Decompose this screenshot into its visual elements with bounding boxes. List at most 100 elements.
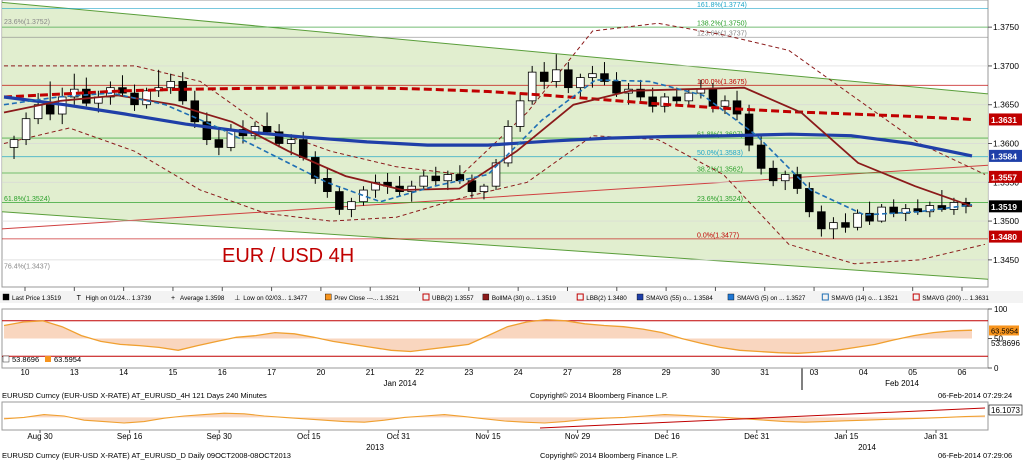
oscillator-tag: 53.8696	[991, 339, 1020, 348]
candle-body	[564, 69, 573, 89]
daily-year-label: 2013	[366, 443, 384, 452]
time-tick-label: 10	[21, 368, 30, 377]
time-tick-label: 24	[514, 368, 523, 377]
candle-body	[636, 88, 645, 98]
legend-swatch	[325, 293, 332, 301]
candle-body	[45, 104, 55, 115]
candle-body	[359, 189, 368, 203]
daily-tag-box	[988, 404, 1023, 416]
candle-body	[853, 212, 862, 228]
candle-body	[925, 205, 935, 213]
legend-swatch	[727, 293, 735, 301]
daily-trend-line	[539, 407, 986, 429]
time-tick-label: 05	[908, 368, 917, 377]
candle-body	[479, 185, 489, 192]
daily-frame	[1, 401, 989, 431]
footer-top-right: 06-Feb-2014 07:29:24	[938, 391, 1012, 400]
candle-body	[214, 139, 224, 148]
time-tick-label: 17	[267, 368, 276, 377]
price-tag-box	[989, 113, 1022, 126]
time-tick-label: 22	[415, 368, 424, 377]
price-tag-label: 1.3584	[991, 151, 1017, 161]
fib-label: 23.6%(1.3524)	[697, 196, 743, 203]
price-tick-label: 1.3700	[993, 61, 1019, 71]
daily-fill	[4, 413, 985, 423]
candle-body	[21, 118, 31, 141]
legend-text: SMAVG (5) on ... 1.3527	[737, 295, 806, 302]
oscillator-legend-swatch	[45, 356, 51, 362]
rising-trend-line	[1, 164, 989, 230]
candle-body	[419, 175, 428, 187]
sma-14-line	[3, 79, 973, 216]
footer-bottom-center: Copyright© 2014 Bloomberg Finance L.P.	[540, 451, 678, 460]
price-tag-label: 1.3480	[991, 232, 1017, 242]
candle-body	[202, 121, 212, 141]
candle-body	[588, 73, 597, 78]
candle-body	[889, 206, 898, 214]
oscillator-tag-box	[989, 325, 1019, 336]
candle-body	[780, 174, 790, 182]
fib-label: 161.8%(1.3774)	[697, 2, 747, 9]
fib-label-left: 23.6%(1.3752)	[4, 19, 50, 26]
oscillator-legend-text: 63.5954	[54, 355, 81, 364]
fib-label: 38.2%(1.3562)	[697, 166, 743, 173]
legend-item: Last Price 1.3519	[2, 293, 62, 302]
price-tag-box	[989, 230, 1022, 243]
trend-channel	[2, 2, 988, 280]
candle-body	[612, 81, 621, 94]
candle-body	[732, 100, 742, 115]
oscillator-tag: 63.5954	[991, 326, 1018, 335]
sma-55-line	[3, 95, 973, 158]
candle-body	[323, 178, 332, 192]
candle-body	[829, 222, 838, 230]
price-tick-label: 1.3750	[993, 22, 1019, 32]
legend-item: T High on 01/24... 1.3739	[77, 295, 152, 302]
legend-text: SMAVG (55) o... 1.3584	[646, 295, 713, 302]
candle-body	[431, 175, 441, 182]
daily-tag: 16.1073	[991, 406, 1020, 415]
daily-panel: 16.1073 Aug 30 Sep 16 Sep 30 Oct 15 Oct 31 Nov…	[1, 401, 1023, 452]
legend-swatch	[912, 293, 920, 301]
candle-body	[841, 222, 850, 228]
footer-top-center: Copyright© 2014 Bloomberg Finance L.P.	[530, 391, 668, 400]
legend-text: Low on 02/03... 1.3477	[243, 295, 308, 302]
candle-body	[817, 211, 826, 230]
price-tick-label: 1.3650	[993, 100, 1019, 110]
time-tick-label: 30	[711, 368, 720, 377]
daily-year-label: 2014	[858, 443, 876, 452]
candle-body	[576, 77, 585, 89]
fib-label-left: 61.8%(1.3524)	[4, 196, 50, 203]
candle-body	[371, 181, 380, 191]
legend-item: SMAVG (55) o... 1.3584	[636, 293, 713, 302]
price-tag-box	[989, 149, 1022, 162]
legend-item: Prev Close ---... 1.3521	[325, 293, 400, 302]
candle-body	[515, 100, 525, 127]
legend-text: UBB(2) 1.3557	[432, 295, 474, 302]
time-tick-label: 23	[464, 368, 473, 377]
oscillator-legend-swatch	[2, 355, 10, 363]
footer-top-left: EURUSD Curncy (EUR-USD X-RATE) AT_EURUSD…	[2, 391, 267, 400]
oscillator-tick-label: 0	[994, 364, 999, 373]
time-tick-label: 31	[760, 368, 769, 377]
candle-body	[443, 174, 453, 182]
sma-200-line	[3, 86, 973, 121]
candle-body	[720, 100, 730, 107]
time-tick-label: 21	[366, 368, 375, 377]
legend-glyph: +	[171, 295, 175, 302]
chart-title: EUR / USD 4H	[222, 245, 354, 267]
candle-body	[274, 131, 284, 144]
legend-text: High on 01/24... 1.3739	[86, 295, 152, 302]
legend-background	[0, 291, 1023, 303]
footer-bottom-left: EURUSD Curncy (EUR-USD X-RATE) AT_EURUSD…	[2, 451, 291, 460]
candle-body	[491, 162, 501, 187]
legend-text: LBB(2) 1.3480	[586, 295, 627, 302]
time-group-label: Jan 2014	[384, 379, 417, 388]
time-tick-label: 28	[612, 368, 621, 377]
legend-item: SMAVG (14) o... 1.3521	[821, 293, 899, 302]
time-tick-label: 13	[70, 368, 79, 377]
legend-item: ⊥ Low on 02/03... 1.3477	[234, 295, 308, 302]
candle-body	[865, 212, 874, 222]
daily-tick-label: Jan 15	[834, 432, 859, 441]
legend-text: Average 1.3598	[180, 295, 225, 302]
fib-label: 50.0%(1.3583)	[697, 150, 743, 157]
